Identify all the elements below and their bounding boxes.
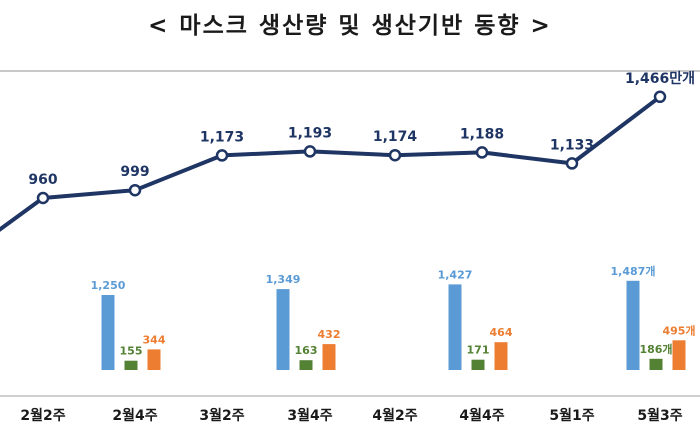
line-point	[303, 145, 317, 158]
x-tick-label: 5월3주	[637, 407, 682, 424]
chart-title: < 마스크 생산량 및 생산기반 동향 >	[148, 13, 552, 39]
line-data-label: 1,133	[550, 137, 594, 153]
bar-data-label: 163	[295, 344, 318, 357]
bar-data-label: 432	[318, 328, 341, 341]
bar-data-label: 1,487개	[611, 264, 656, 278]
line-point	[128, 183, 142, 197]
line-point	[653, 90, 667, 104]
bar-data-label: 495개	[662, 323, 695, 337]
bar	[626, 280, 640, 370]
x-tick-label: 3월2주	[199, 407, 244, 424]
bar	[672, 340, 686, 370]
bar	[471, 359, 485, 370]
bar-data-label: 1,349	[266, 273, 301, 286]
x-tick-label: 5월1주	[549, 407, 594, 424]
line-data-label: 1,193	[288, 125, 332, 141]
x-tick-label: 4월2주	[372, 407, 417, 424]
bar-data-label: 186개	[639, 342, 672, 356]
bar	[147, 349, 161, 370]
line-data-label: 1,174	[373, 129, 418, 145]
x-tick-label: 2월2주	[20, 407, 65, 424]
line-data-label: 1,466만개	[625, 71, 695, 87]
x-tick-label: 3월4주	[287, 407, 332, 424]
line-point	[36, 191, 50, 205]
line-point	[475, 146, 489, 159]
bar-data-label: 1,427	[438, 268, 473, 281]
bar	[124, 360, 138, 370]
line-data-label: 999	[120, 164, 149, 180]
line-point	[565, 157, 579, 170]
bar	[649, 358, 663, 370]
bar	[101, 295, 115, 370]
x-axis: 2월2주 2월4주 3월2주 3월4주 4월2주 4월4주 5월1주 5월3주	[0, 395, 700, 424]
line-series: 960 999 1,173 1,193 1,174 1,188 1,133 1,466만개	[0, 71, 695, 232]
bar	[322, 344, 336, 370]
line-point	[388, 148, 402, 162]
bar	[494, 342, 508, 370]
line-point	[215, 149, 229, 162]
x-tick-label: 2월4주	[112, 407, 157, 424]
bar	[448, 284, 462, 370]
bar-data-label: 464	[490, 326, 513, 339]
bar-data-label: 344	[143, 333, 166, 346]
bar-data-label: 1,250	[91, 279, 126, 292]
bar	[276, 289, 290, 370]
x-tick-label: 4월4주	[459, 407, 504, 424]
line-data-label: 960	[28, 172, 57, 188]
line-series-path	[0, 95, 662, 232]
bar-data-label: 171	[467, 344, 490, 357]
line-data-label: 1,188	[460, 126, 504, 142]
bar-data-label: 155	[120, 345, 143, 358]
bar	[299, 360, 313, 370]
line-data-label: 1,173	[200, 129, 244, 145]
